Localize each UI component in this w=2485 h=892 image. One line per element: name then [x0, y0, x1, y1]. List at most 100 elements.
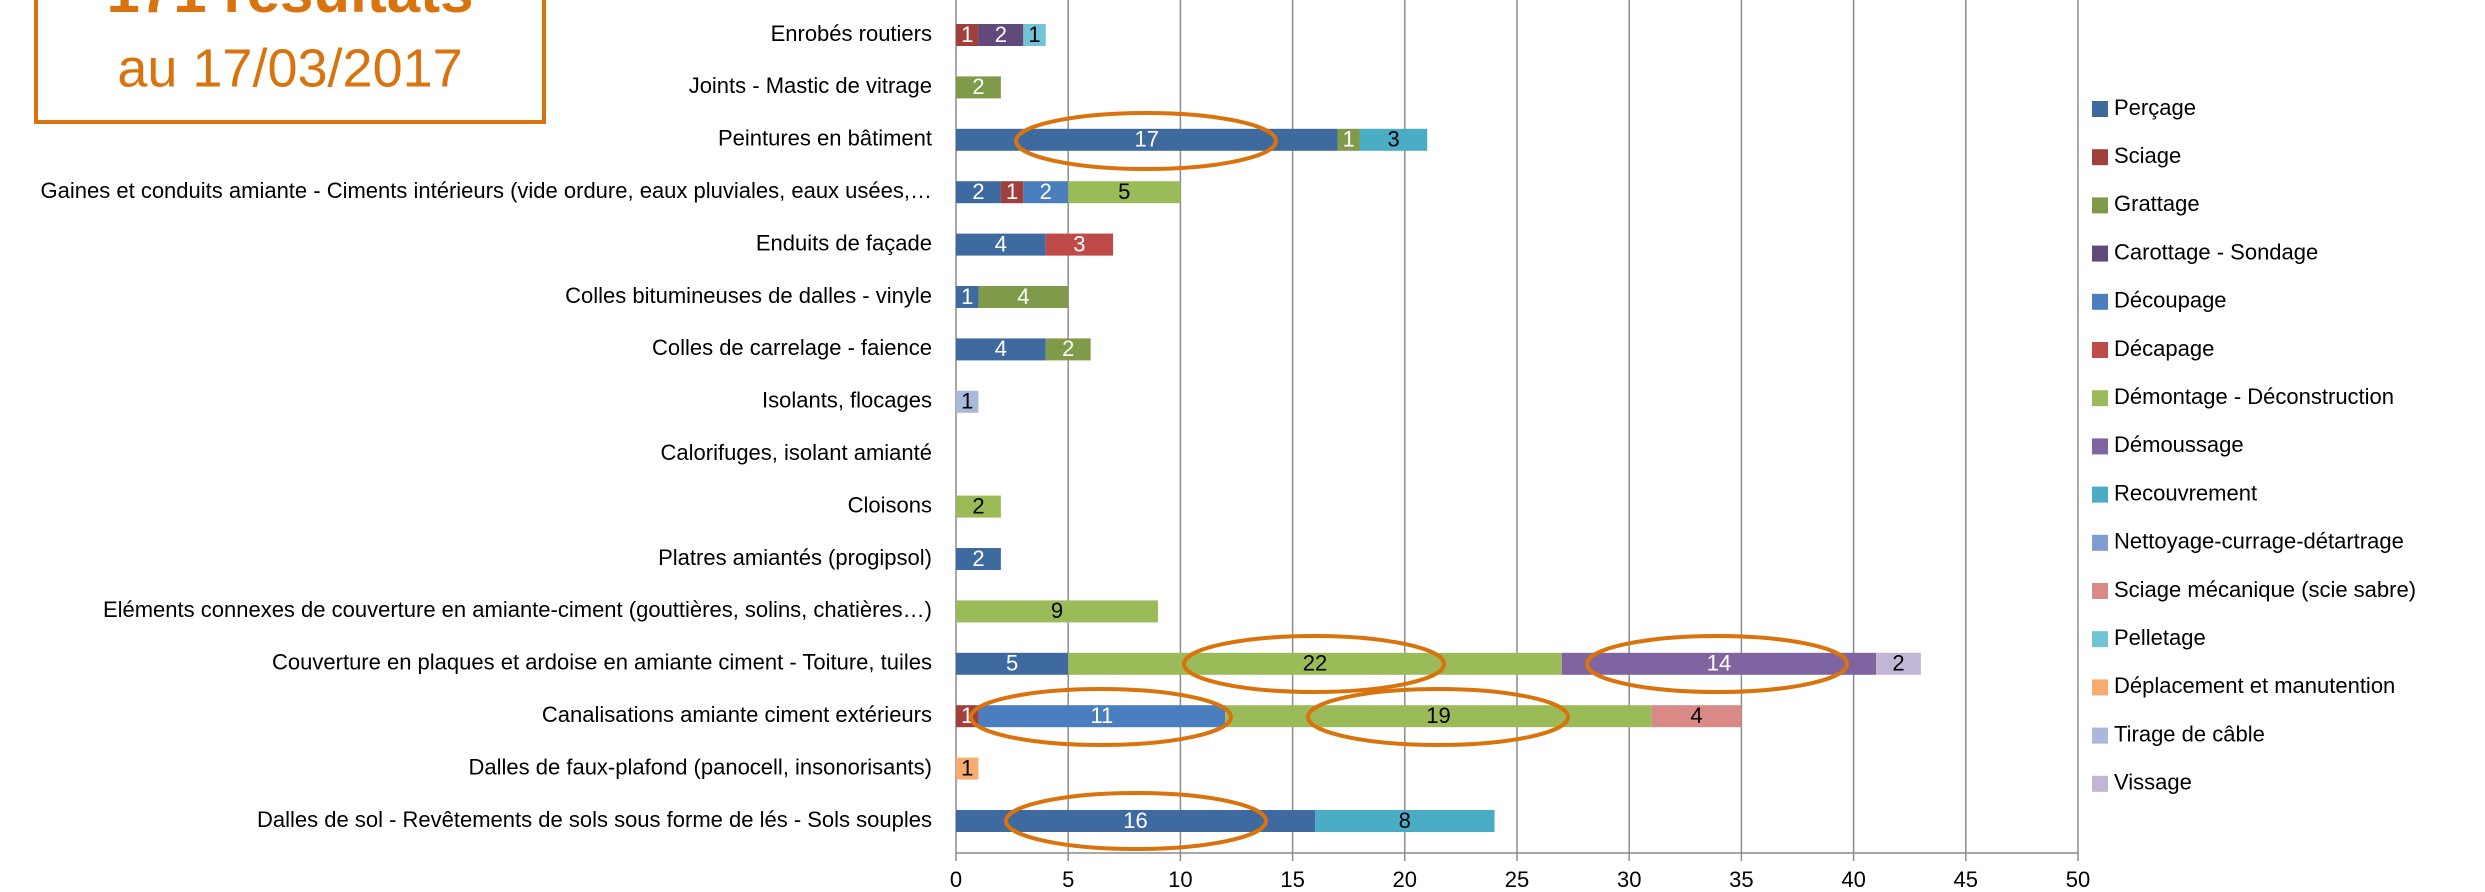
bar-segment: [1651, 705, 1742, 728]
category-label: Canalisations amiante ciment extérieurs: [542, 702, 932, 727]
bar-segment: [956, 24, 979, 46]
bar-segment: [956, 495, 1001, 518]
legend-swatch: [2092, 390, 2108, 407]
data-label: 1: [1006, 179, 1018, 204]
category-label: Enrobés routiers: [771, 21, 932, 46]
bar-segment: [956, 233, 1046, 256]
highlight-ring: [1004, 791, 1268, 851]
x-tick-label: 45: [1954, 867, 1978, 892]
annotation-frame: [34, 0, 546, 124]
legend-label: Découpage: [2114, 288, 2227, 313]
data-label: 2: [1062, 336, 1074, 361]
legend-swatch: [2092, 101, 2108, 117]
bar-segment: [956, 181, 1001, 204]
data-label: 4: [1690, 703, 1702, 728]
bar-segment: [1023, 181, 1069, 204]
data-label: 16: [1123, 808, 1147, 833]
bar-segment: [956, 286, 979, 308]
data-label: 2: [995, 22, 1007, 47]
legend-swatch: [2092, 149, 2108, 166]
x-tick-label: 5: [1062, 867, 1074, 892]
bar-segment: [1023, 24, 1046, 46]
bar-segment: [956, 810, 1316, 832]
bar-segment: [956, 76, 1001, 99]
data-label: 2: [1892, 651, 1904, 676]
legend-swatch: [2092, 293, 2108, 310]
data-label: 11: [1090, 703, 1113, 728]
x-tick-label: 20: [1393, 867, 1417, 892]
legend-swatch: [2092, 583, 2108, 599]
bar-segment: [978, 705, 1226, 728]
highlight-ring: [1182, 634, 1446, 694]
data-label: 2: [972, 493, 984, 518]
category-label: Isolants, flocages: [762, 388, 932, 413]
legend-label: Recouvrement: [2114, 480, 2257, 505]
legend-label: Nettoyage-currage-détartrage: [2114, 529, 2404, 554]
bar-segment: [956, 128, 1338, 151]
bar-segment: [1561, 652, 1877, 675]
highlight-ring: [969, 687, 1233, 747]
data-label: 14: [1707, 651, 1731, 676]
data-label: 9: [1051, 598, 1063, 623]
data-label: 1: [1028, 22, 1040, 47]
bar-segment: [1359, 128, 1428, 151]
data-label: 2: [972, 179, 984, 204]
bar-segment: [956, 652, 1069, 675]
category-label: Dalles de sol - Revêtements de sols sous…: [257, 807, 932, 832]
legend-swatch: [2092, 727, 2108, 744]
legend-swatch: [2092, 245, 2108, 262]
data-label: 5: [1118, 179, 1130, 204]
data-label: 17: [1134, 127, 1158, 152]
legend-label: Déplacement et manutention: [2114, 673, 2395, 698]
x-tick-label: 25: [1505, 867, 1529, 892]
data-label: 2: [972, 74, 984, 99]
data-label: 1: [961, 703, 973, 728]
category-label: Enduits de façade: [756, 230, 932, 255]
x-tick-label: 10: [1168, 867, 1192, 892]
data-label: 1: [1343, 127, 1355, 152]
bar-segment: [956, 600, 1158, 623]
highlight-ring: [1585, 634, 1849, 694]
bar-segment: [1000, 181, 1024, 204]
legend-swatch: [2092, 631, 2108, 648]
data-label: 4: [995, 231, 1007, 256]
bar-segment: [956, 338, 1046, 361]
bar-segment: [956, 757, 979, 780]
legend-label: Pelletage: [2114, 625, 2206, 650]
x-tick-label: 0: [950, 867, 962, 892]
legend-swatch: [2092, 197, 2108, 214]
legend-swatch: [2092, 679, 2108, 696]
x-tick-label: 30: [1617, 867, 1641, 892]
category-label: Eléments connexes de couverture en amian…: [103, 597, 932, 622]
bar-segment: [1876, 652, 1921, 675]
x-tick-label: 15: [1280, 867, 1304, 892]
bar-segment: [978, 24, 1024, 46]
highlight-ring: [1306, 687, 1570, 747]
legend-swatch: [2092, 775, 2108, 792]
data-label: 1: [961, 284, 973, 309]
bar-segment: [1337, 128, 1360, 151]
legend-swatch: [2092, 534, 2108, 551]
category-label: Gaines et conduits amiante - Ciments int…: [41, 178, 932, 203]
legend-label: Sciage mécanique (scie sabre): [2114, 577, 2416, 602]
category-label: Platres amiantés (progipsol): [658, 545, 932, 570]
category-label: Colles de carrelage - faience: [652, 335, 932, 360]
data-label: 3: [1073, 231, 1085, 256]
category-label: Peintures en bâtiment: [718, 126, 932, 151]
legend-label: Démoussage: [2114, 432, 2244, 457]
bar-segment: [1068, 181, 1181, 204]
legend-swatch: [2092, 342, 2108, 358]
data-label: 1: [961, 755, 973, 780]
bar-segment: [956, 390, 979, 413]
x-tick-label: 50: [2066, 867, 2090, 892]
data-label: 1: [961, 22, 973, 47]
legend-swatch: [2092, 438, 2108, 455]
bar-segment: [1315, 810, 1495, 832]
legend-label: Décapage: [2114, 336, 2214, 361]
bar-segment: [1045, 338, 1091, 361]
data-label: 3: [1387, 127, 1399, 152]
data-label: 5: [1006, 651, 1018, 676]
legend-label: Vissage: [2114, 770, 2192, 795]
